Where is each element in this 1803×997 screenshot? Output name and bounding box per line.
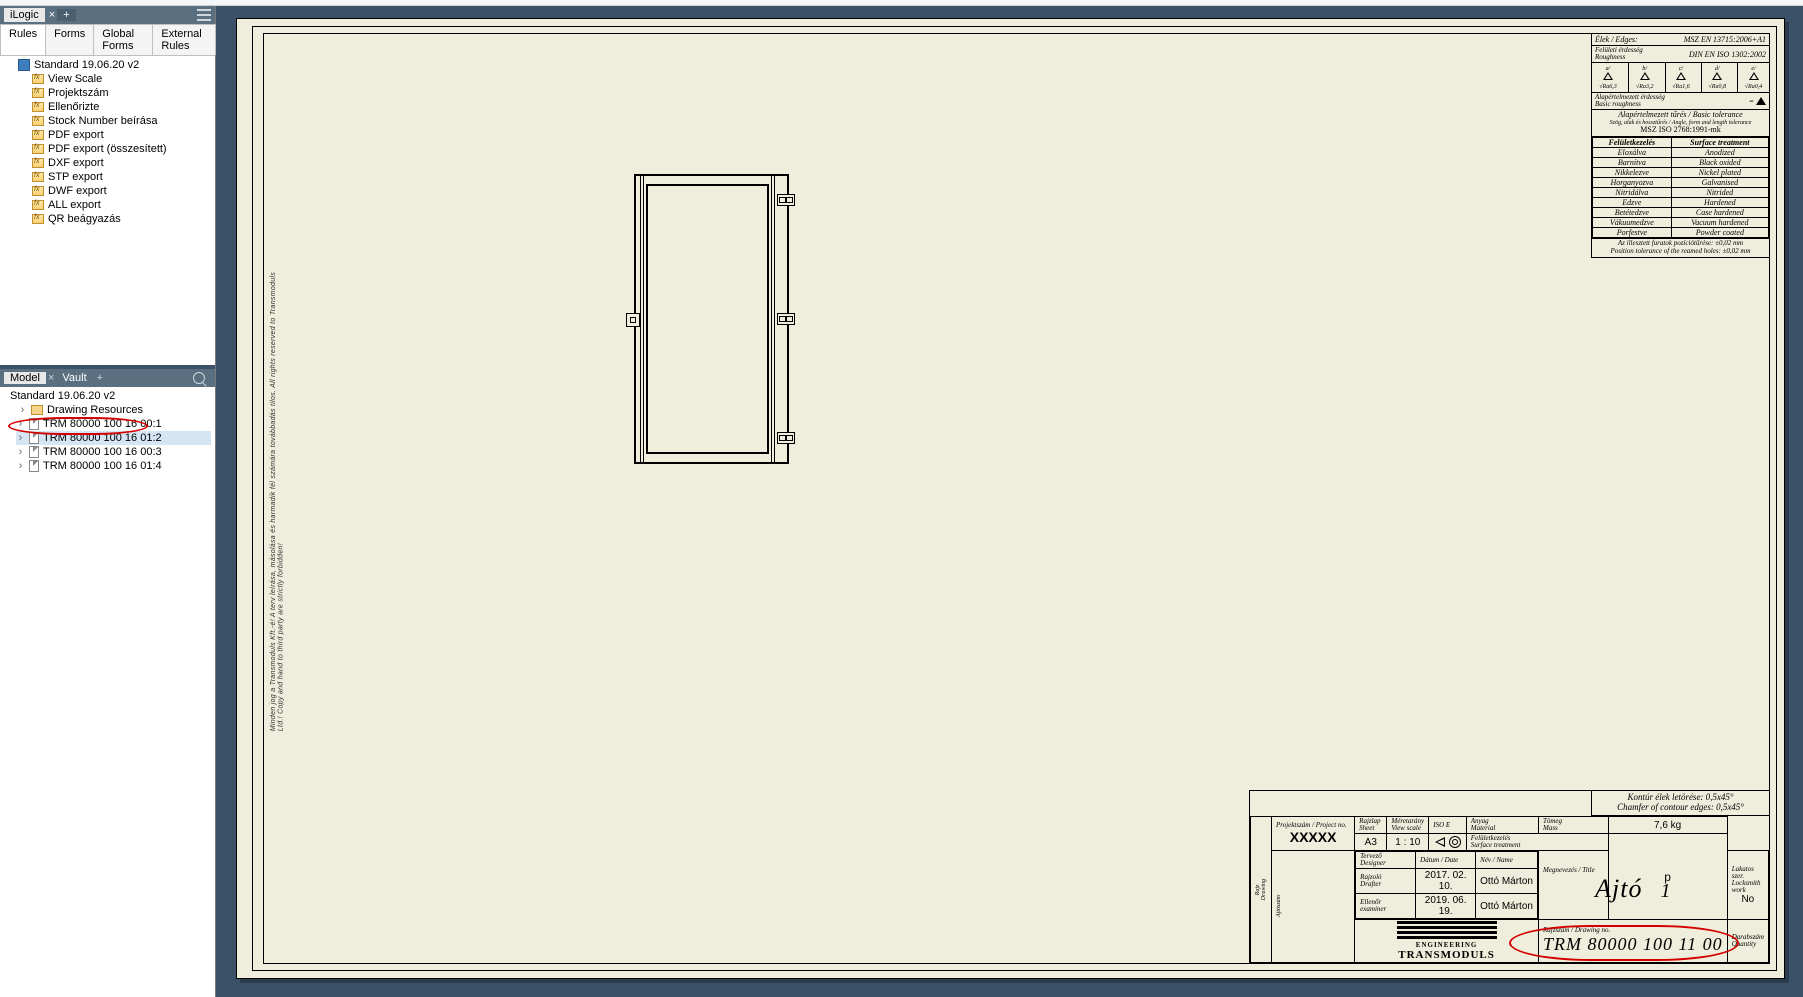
- rule-icon: [32, 88, 44, 98]
- model-root[interactable]: Standard 19.06.20 v2: [6, 389, 211, 403]
- rule-icon: [32, 172, 44, 182]
- door-view: [634, 174, 789, 464]
- model-tree[interactable]: Standard 19.06.20 v2 ›Drawing Resources …: [0, 387, 215, 997]
- hinge-icon: [777, 194, 795, 206]
- rule-icon: [32, 102, 44, 112]
- ilogic-panel-header: iLogic × +: [0, 6, 215, 24]
- model-tab[interactable]: Model: [4, 372, 46, 384]
- sheet-icon: [29, 460, 39, 472]
- ilogic-rule-item[interactable]: PDF export (összesített): [32, 142, 215, 156]
- roughness-box: d/√Ra0,8: [1701, 63, 1733, 92]
- rule-icon: [32, 200, 44, 210]
- ilogic-root[interactable]: Standard 19.06.20 v2: [18, 58, 215, 72]
- model-panel-header: Model × Vault +: [0, 369, 215, 387]
- sheet-item[interactable]: ›TRM 80000 100 16 00:3: [16, 445, 211, 459]
- ilogic-rule-item[interactable]: QR beágyazás: [32, 212, 215, 226]
- close-icon[interactable]: ×: [48, 372, 54, 384]
- rule-icon: [32, 116, 44, 126]
- drawing-sheet: Minden jog a Transmoduls Kft.-é! A terv …: [236, 18, 1785, 979]
- sheet-item[interactable]: ›TRM 80000 100 16 00:1: [16, 417, 211, 431]
- roughness-box: b/√Ra3,2: [1628, 63, 1660, 92]
- standards-block: Élek / Edges:MSZ EN 13715:2006+A1 Felüle…: [1591, 34, 1769, 258]
- ilogic-subtab[interactable]: Rules: [0, 24, 46, 55]
- roughness-box: e/√Ra0,4: [1737, 63, 1769, 92]
- search-icon[interactable]: [193, 372, 205, 384]
- ilogic-subtab[interactable]: Global Forms: [93, 24, 153, 55]
- drawing-resources-folder[interactable]: ›Drawing Resources: [6, 403, 211, 417]
- hinge-icon: [777, 313, 795, 325]
- ilogic-rule-item[interactable]: Projektszám: [32, 86, 215, 100]
- sheet-item[interactable]: ›TRM 80000 100 16 01:2: [16, 431, 211, 445]
- add-tab-button[interactable]: +: [57, 9, 75, 21]
- roughness-box: a/√Ra6,3: [1592, 63, 1624, 92]
- transmoduls-logo: ENGINEERING TRANSMODULS: [1397, 921, 1497, 961]
- ilogic-tree[interactable]: Standard 19.06.20 v2 View ScaleProjektsz…: [0, 56, 215, 365]
- hinge-icon: [777, 432, 795, 444]
- rule-icon: [32, 74, 44, 84]
- copyright-note: Minden jog a Transmoduls Kft.-é! A terv …: [270, 266, 285, 731]
- rule-icon: [32, 214, 44, 224]
- rule-icon: [32, 186, 44, 196]
- ilogic-subtab[interactable]: External Rules: [152, 24, 216, 55]
- ilogic-rule-item[interactable]: DXF export: [32, 156, 215, 170]
- ilogic-rule-item[interactable]: View Scale: [32, 72, 215, 86]
- ilogic-tab[interactable]: iLogic: [4, 8, 45, 22]
- rule-icon: [32, 130, 44, 140]
- ilogic-rule-item[interactable]: PDF export: [32, 128, 215, 142]
- title-block: Kontúr élek letörése: 0,5x45° Chamfer of…: [1249, 790, 1769, 963]
- handle-icon: [626, 313, 640, 327]
- ilogic-rule-item[interactable]: STP export: [32, 170, 215, 184]
- rule-icon: [32, 144, 44, 154]
- roughness-box: c/√Ra1,6: [1665, 63, 1697, 92]
- ilogic-rule-item[interactable]: DWF export: [32, 184, 215, 198]
- hamburger-icon[interactable]: [197, 9, 211, 21]
- close-icon[interactable]: ×: [49, 9, 55, 21]
- rule-icon: [32, 158, 44, 168]
- add-tab-button[interactable]: +: [97, 372, 103, 384]
- sheet-icon: [29, 446, 39, 458]
- ilogic-rule-item[interactable]: Stock Number beírása: [32, 114, 215, 128]
- ilogic-tabs: RulesFormsGlobal FormsExternal Rules: [0, 24, 215, 56]
- sheet-item[interactable]: ›TRM 80000 100 16 01:4: [16, 459, 211, 473]
- drawing-canvas[interactable]: Minden jog a Transmoduls Kft.-é! A terv …: [216, 6, 1803, 997]
- sheet-icon: [29, 432, 39, 444]
- ilogic-rule-item[interactable]: Ellenőrizte: [32, 100, 215, 114]
- sheet-icon: [29, 418, 39, 430]
- vault-tab[interactable]: Vault: [56, 372, 92, 384]
- projection-symbol-icon: [1435, 836, 1461, 848]
- ilogic-subtab[interactable]: Forms: [45, 24, 94, 55]
- ilogic-rule-item[interactable]: ALL export: [32, 198, 215, 212]
